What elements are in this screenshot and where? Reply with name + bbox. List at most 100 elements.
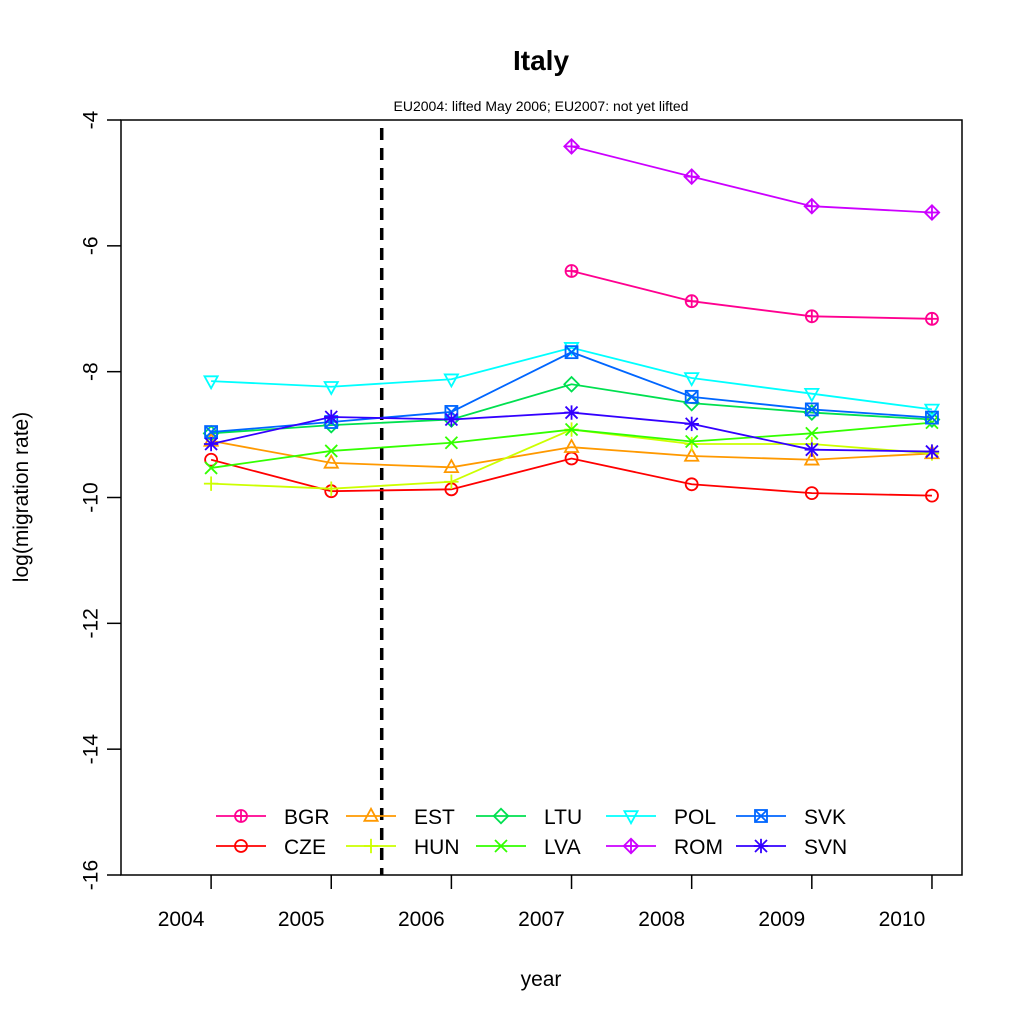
x-axis-label: year bbox=[521, 968, 562, 991]
series-bgr bbox=[564, 264, 939, 326]
data-point-marker bbox=[362, 806, 380, 822]
series-line bbox=[571, 145, 933, 214]
data-point-marker bbox=[204, 452, 219, 467]
legend-item-svn: SVN bbox=[736, 836, 847, 859]
series-pol bbox=[202, 342, 941, 419]
data-point-marker bbox=[805, 426, 819, 440]
data-point-marker bbox=[492, 807, 510, 825]
data-point-marker bbox=[563, 375, 581, 393]
data-point-marker bbox=[684, 477, 699, 492]
legend-item-est: EST bbox=[346, 806, 455, 829]
data-point-marker bbox=[564, 345, 579, 360]
y-axis: -4 -6 -8 -10 -12 -14 -16 bbox=[80, 110, 121, 890]
chart-subtitle: EU2004: lifted May 2006; EU2007: not yet… bbox=[394, 98, 689, 114]
data-point-marker bbox=[925, 444, 939, 459]
data-point-marker bbox=[925, 415, 939, 430]
series-rom bbox=[563, 137, 941, 221]
legend-label: SVK bbox=[804, 806, 846, 829]
legend-item-svk: SVK bbox=[736, 806, 846, 829]
data-point-marker bbox=[804, 402, 819, 417]
data-point-marker bbox=[323, 453, 340, 469]
series-line bbox=[211, 346, 933, 411]
data-point-marker bbox=[805, 443, 819, 457]
y-tick-label: -14 bbox=[80, 734, 103, 765]
y-axis-label: log(migration rate) bbox=[10, 412, 33, 582]
legend-item-hun: HUN bbox=[346, 836, 460, 859]
data-point-marker bbox=[923, 403, 941, 419]
x-axis: 2004 2005 2006 2007 2008 2009 2010 bbox=[158, 875, 933, 931]
y-tick-label: -4 bbox=[80, 110, 103, 129]
x-tick-label: 2008 bbox=[638, 908, 685, 931]
x-tick-label: 2007 bbox=[518, 908, 565, 931]
legend-label: ROM bbox=[674, 836, 723, 859]
series-line bbox=[211, 383, 933, 435]
x-tick-label: 2010 bbox=[879, 908, 926, 931]
data-point-marker bbox=[683, 372, 700, 388]
data-point-marker bbox=[925, 410, 939, 425]
data-point-marker bbox=[754, 809, 768, 823]
chart-title: Italy bbox=[513, 45, 569, 76]
series-svn bbox=[203, 405, 940, 459]
series-line bbox=[571, 270, 932, 320]
data-point-marker bbox=[754, 839, 768, 853]
legend-item-ltu: LTU bbox=[476, 806, 582, 829]
x-tick-label: 2004 bbox=[158, 908, 205, 931]
data-point-marker bbox=[494, 839, 508, 853]
series-line bbox=[210, 439, 933, 469]
data-point-marker bbox=[443, 373, 460, 389]
data-point-marker bbox=[234, 839, 248, 853]
data-point-marker bbox=[564, 422, 579, 437]
x-tick-label: 2009 bbox=[758, 908, 805, 931]
data-point-marker bbox=[443, 458, 460, 474]
data-point-marker bbox=[202, 375, 220, 391]
data-point-marker bbox=[564, 405, 579, 420]
legend-label: HUN bbox=[414, 836, 460, 859]
legend-label: EST bbox=[414, 806, 455, 829]
data-point-marker bbox=[754, 809, 768, 823]
legend-label: LVA bbox=[544, 836, 581, 859]
legend-item-bgr: BGR bbox=[216, 806, 330, 829]
data-point-marker bbox=[925, 488, 939, 503]
data-point-marker bbox=[564, 345, 579, 359]
legend-item-pol: POL bbox=[606, 806, 716, 829]
data-point-marker bbox=[622, 810, 640, 826]
data-point-marker bbox=[685, 417, 699, 431]
legend-label: POL bbox=[674, 806, 716, 829]
legend-label: LTU bbox=[544, 806, 582, 829]
x-tick-label: 2006 bbox=[398, 908, 445, 931]
series-lva bbox=[204, 415, 939, 475]
data-point-marker bbox=[685, 434, 699, 449]
data-point-marker bbox=[324, 444, 338, 458]
legend-item-cze: CZE bbox=[216, 836, 326, 859]
y-tick-label: -16 bbox=[80, 860, 103, 890]
legend-label: CZE bbox=[284, 836, 326, 859]
y-tick-label: -8 bbox=[80, 362, 103, 381]
plot-area-frame bbox=[120, 119, 963, 876]
data-point-marker bbox=[925, 410, 939, 425]
legend-item-lva: LVA bbox=[476, 836, 581, 859]
data-point-marker bbox=[323, 381, 340, 396]
y-tick-label: -6 bbox=[80, 236, 103, 255]
data-point-marker bbox=[204, 425, 218, 439]
x-tick-label: 2005 bbox=[278, 908, 325, 931]
data-point-marker bbox=[803, 387, 820, 403]
data-point-marker bbox=[804, 486, 819, 500]
data-point-marker bbox=[805, 402, 819, 417]
data-point-marker bbox=[324, 410, 338, 424]
data-point-marker bbox=[444, 412, 459, 427]
series-layer bbox=[202, 137, 941, 503]
y-tick-label: -10 bbox=[80, 482, 103, 512]
legend: BGR CZE EST HUN LTU LVA POL ROM SVK SVN bbox=[216, 806, 847, 859]
data-point-marker bbox=[684, 389, 699, 404]
data-point-marker bbox=[683, 446, 700, 462]
data-point-marker bbox=[803, 450, 820, 466]
legend-label: SVN bbox=[804, 836, 847, 859]
data-point-marker bbox=[204, 461, 218, 475]
data-point-marker bbox=[685, 390, 699, 404]
data-point-marker bbox=[204, 437, 218, 451]
y-tick-label: -12 bbox=[80, 608, 103, 638]
legend-item-rom: ROM bbox=[606, 836, 723, 859]
data-point-marker bbox=[563, 438, 580, 453]
data-point-marker bbox=[444, 436, 459, 450]
